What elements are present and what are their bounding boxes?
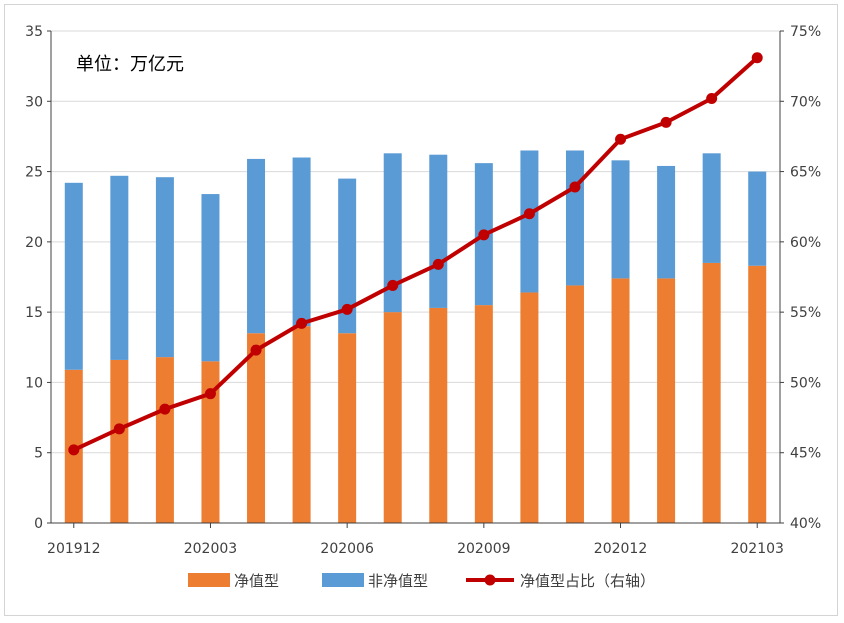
bar-fei-jingzhi [292, 157, 311, 327]
legend-marker [484, 574, 496, 586]
legend-label: 非净值型 [368, 572, 428, 590]
line-point [615, 133, 627, 145]
left-axis-tick-label: 35 [25, 24, 43, 40]
bar-jingzhi [292, 326, 311, 523]
bar-fei-jingzhi [657, 165, 676, 279]
x-axis-tick-label: 202006 [320, 541, 374, 557]
bars [64, 150, 767, 523]
bar-jingzhi [383, 312, 402, 523]
bar-jingzhi [110, 359, 129, 523]
line-point [113, 423, 125, 435]
bar-jingzhi [247, 333, 266, 523]
line-point [751, 52, 763, 64]
bar-fei-jingzhi [565, 150, 584, 286]
bar-fei-jingzhi [611, 160, 630, 279]
bar-jingzhi [201, 361, 220, 523]
bar-fei-jingzhi [383, 153, 402, 313]
line-point [569, 181, 581, 193]
bar-fei-jingzhi [247, 158, 266, 334]
right-axis-tick-label: 65% [790, 165, 821, 181]
bar-jingzhi [429, 307, 448, 523]
right-axis-tick-label: 55% [790, 305, 821, 321]
axes [47, 30, 784, 528]
bar-jingzhi [657, 278, 676, 523]
bar-fei-jingzhi [64, 182, 83, 370]
bar-jingzhi [474, 305, 493, 523]
left-axis-tick-label: 20 [25, 235, 43, 251]
x-axis-tick-label: 201912 [47, 541, 100, 557]
x-axis-tick-label: 202009 [457, 541, 510, 557]
right-axis-tick-label: 40% [790, 516, 821, 532]
unit-label: 单位：万亿元 [76, 54, 184, 75]
right-axis-tick-label: 60% [790, 235, 821, 251]
line-point [523, 208, 535, 220]
bar-jingzhi [520, 292, 539, 523]
bar-fei-jingzhi [520, 150, 539, 293]
x-axis-tick-label: 202103 [730, 541, 783, 557]
line-series [68, 52, 763, 456]
legend-label: 净值型占比（右轴） [520, 572, 655, 590]
legend-swatch [322, 573, 364, 587]
bar-fei-jingzhi [748, 171, 767, 266]
line-jingzhi-share [72, 56, 759, 452]
line-point [159, 403, 171, 415]
right-axis-tick-label: 45% [790, 446, 821, 462]
line-point [660, 116, 672, 128]
right-axis-tick-label: 75% [790, 24, 821, 40]
bar-fei-jingzhi [338, 178, 357, 334]
line-point [478, 229, 490, 241]
right-axis-tick-label: 50% [790, 375, 821, 391]
left-axis-ticks: 0 5 10 15 20 25 30 35 [25, 24, 43, 532]
bar-jingzhi [702, 262, 721, 523]
legend-label: 净值型 [234, 572, 279, 590]
line-point [387, 279, 399, 291]
left-axis-tick-label: 10 [25, 375, 43, 391]
legend-swatch [188, 573, 230, 587]
bar-jingzhi [155, 357, 174, 523]
bar-jingzhi [748, 265, 767, 523]
left-axis-tick-label: 15 [25, 305, 43, 321]
line-point [250, 344, 262, 356]
bar-fei-jingzhi [429, 154, 448, 308]
bar-fei-jingzhi [155, 177, 174, 358]
x-axis-tick-label: 202003 [184, 541, 237, 557]
line-point [204, 388, 216, 400]
line-point [296, 317, 308, 329]
left-axis-tick-label: 5 [34, 446, 43, 462]
right-axis-tick-label: 70% [790, 94, 821, 110]
left-axis-tick-label: 25 [25, 165, 43, 181]
bar-jingzhi [565, 285, 584, 523]
line-point [432, 258, 444, 270]
bar-fei-jingzhi [702, 153, 721, 263]
bar-fei-jingzhi [110, 175, 129, 360]
bar-fei-jingzhi [201, 194, 220, 362]
line-point [341, 303, 353, 315]
left-axis-tick-label: 30 [25, 94, 43, 110]
left-axis-tick-label: 0 [34, 516, 43, 532]
bar-jingzhi [338, 333, 357, 523]
bar-jingzhi [611, 278, 630, 523]
line-point [706, 92, 718, 104]
x-axis-tick-label: 202012 [594, 541, 647, 557]
x-axis-ticks: 201912 202003 202006 202009 202012 202103 [47, 541, 784, 557]
right-axis-ticks: 40% 45% 50% 55% 60% 65% 70% 75% [790, 24, 821, 532]
line-point [68, 444, 80, 456]
legend: 净值型 非净值型 净值型占比（右轴） [188, 572, 655, 590]
